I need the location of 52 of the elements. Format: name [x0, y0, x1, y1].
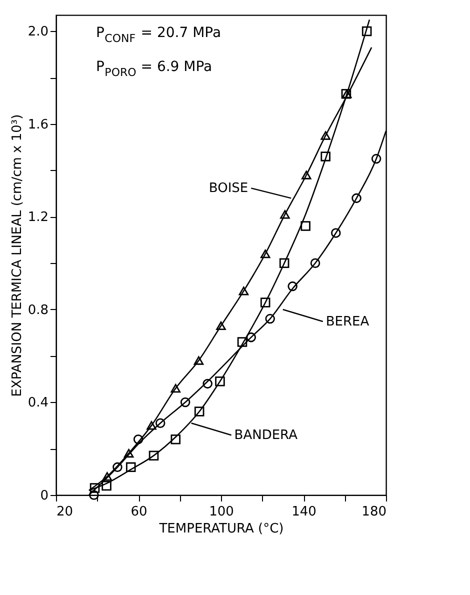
point [215, 376, 225, 386]
point [237, 337, 248, 347]
y-tick-label: 0 [40, 488, 48, 504]
annotation: BEREA [326, 314, 370, 330]
y-tick-label: 1.6 [28, 117, 48, 132]
point [194, 356, 204, 365]
point [279, 258, 290, 268]
point [180, 397, 190, 408]
point [155, 418, 166, 428]
x-tick-label: 20 [56, 504, 74, 520]
point [310, 258, 320, 268]
x-tick-label: 100 [209, 504, 234, 520]
point [320, 131, 330, 140]
point [194, 406, 204, 416]
y-tick-label: 2.0 [28, 24, 48, 40]
point [216, 321, 226, 330]
point [260, 250, 270, 258]
x-tick-label: 60 [130, 504, 148, 520]
point [288, 281, 298, 292]
point [202, 378, 212, 389]
point [362, 26, 372, 36]
point [280, 210, 290, 219]
x-tick-label: 140 [292, 504, 316, 520]
point [265, 314, 275, 324]
y-tick-label: 1.2 [28, 210, 48, 226]
point [102, 480, 112, 491]
point [124, 448, 134, 458]
x-tick-label: 180 [362, 504, 386, 520]
point [148, 450, 159, 460]
point [170, 434, 181, 444]
point [90, 483, 100, 493]
point [371, 154, 382, 164]
y-tick-label: 0.4 [28, 396, 48, 411]
point [102, 472, 112, 481]
point [331, 228, 341, 238]
point [260, 298, 270, 308]
point [126, 462, 136, 472]
y-tick-label: 0.8 [28, 302, 48, 318]
annotation: BANDERA [234, 428, 298, 444]
point [300, 221, 310, 231]
point [170, 384, 181, 393]
y-axis-title: EXPANSION TERMICA LINEAL (cm/cm x 10³) [10, 114, 25, 397]
x-axis-title: TEMPERATURA (°C) [158, 522, 284, 536]
point [302, 170, 312, 180]
annotation: BOISE [208, 181, 248, 196]
point [133, 434, 144, 444]
point [352, 193, 362, 204]
point [238, 286, 249, 296]
point [112, 462, 122, 472]
point [320, 152, 330, 162]
point [146, 421, 156, 430]
point [246, 332, 256, 342]
